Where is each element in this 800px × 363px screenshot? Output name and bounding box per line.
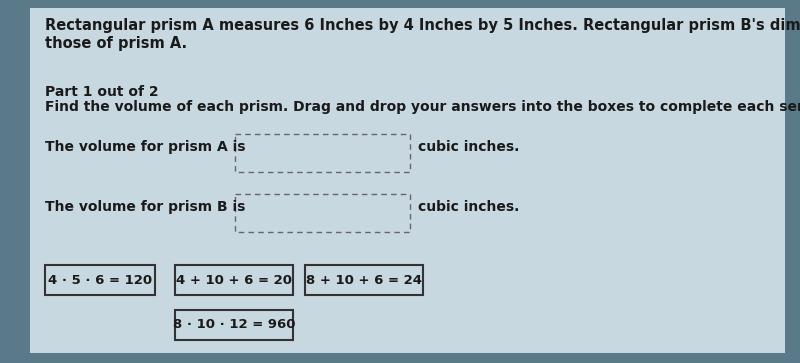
Text: Rectangular prism A measures 6 Inches by 4 Inches by 5 Inches. Rectangular prism: Rectangular prism A measures 6 Inches by… bbox=[45, 18, 800, 33]
Text: 8 + 10 + 6 = 24: 8 + 10 + 6 = 24 bbox=[306, 273, 422, 286]
Text: 8 · 10 · 12 = 960: 8 · 10 · 12 = 960 bbox=[173, 318, 295, 331]
Text: The volume for prism B is: The volume for prism B is bbox=[45, 200, 246, 214]
Bar bbox=[305, 265, 423, 295]
Bar bbox=[235, 134, 410, 172]
Text: 4 · 5 · 6 = 120: 4 · 5 · 6 = 120 bbox=[48, 273, 152, 286]
Text: 4 + 10 + 6 = 20: 4 + 10 + 6 = 20 bbox=[176, 273, 292, 286]
Bar bbox=[45, 265, 155, 295]
Bar bbox=[175, 310, 293, 340]
Text: Part 1 out of 2: Part 1 out of 2 bbox=[45, 85, 158, 99]
Text: cubic inches.: cubic inches. bbox=[418, 140, 519, 154]
Bar bbox=[175, 265, 293, 295]
Text: cubic inches.: cubic inches. bbox=[418, 200, 519, 214]
Text: those of prism A.: those of prism A. bbox=[45, 36, 187, 51]
Text: Find the volume of each prism. Drag and drop your answers into the boxes to comp: Find the volume of each prism. Drag and … bbox=[45, 100, 800, 114]
Bar bbox=[235, 194, 410, 232]
Text: The volume for prism A is: The volume for prism A is bbox=[45, 140, 246, 154]
